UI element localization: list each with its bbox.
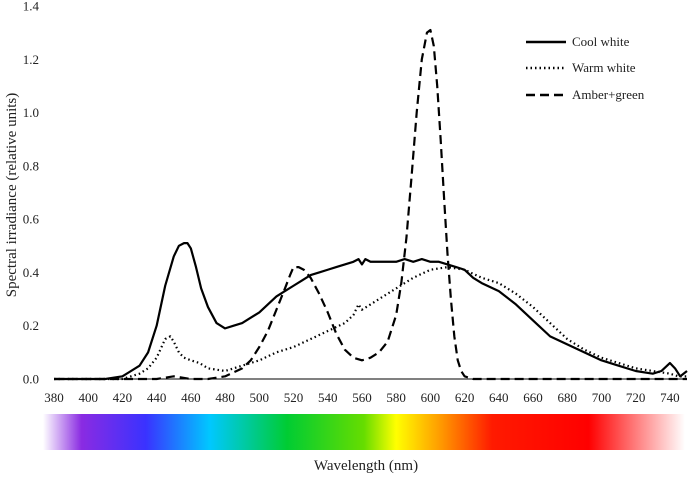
x-tick-label: 600 [421, 390, 441, 405]
x-tick-label: 580 [386, 390, 406, 405]
series-line-amber-green [54, 28, 687, 381]
series-line-cool-white [54, 242, 688, 381]
legend-label-warm-white: Warm white [572, 60, 636, 75]
x-tick-label: 640 [489, 390, 509, 405]
legend-label-cool-white: Cool white [572, 34, 630, 49]
series-line-warm-white [54, 266, 687, 381]
y-axis-title: Spectral irradiance (relative units) [4, 93, 20, 298]
x-tick-label: 520 [284, 390, 304, 405]
x-tick-label: 380 [44, 390, 64, 405]
y-tick-label: 1.4 [23, 0, 40, 14]
x-tick-label: 660 [523, 390, 543, 405]
legend-label-amber-green: Amber+green [572, 87, 645, 102]
visible-spectrum-bar [43, 414, 685, 450]
x-tick-label: 540 [318, 390, 338, 405]
y-tick-label: 1.2 [23, 52, 39, 67]
y-tick-label: 0.4 [23, 265, 40, 280]
x-tick-label: 420 [113, 390, 133, 405]
legend: Cool white Warm white Amber+green [505, 25, 665, 115]
x-tick-label: 720 [626, 390, 646, 405]
y-tick-label: 0.8 [23, 158, 39, 173]
series-lines [54, 28, 688, 381]
x-tick-label: 620 [455, 390, 475, 405]
x-axis-title: Wavelength (nm) [314, 458, 418, 474]
x-tick-label: 460 [181, 390, 201, 405]
x-tick-label: 740 [660, 390, 680, 405]
x-tick-label: 400 [78, 390, 98, 405]
y-axis-tick-labels: 0.0 0.2 0.4 0.6 0.8 1.0 1.2 1.4 [23, 0, 40, 387]
x-tick-label: 500 [250, 390, 270, 405]
y-tick-label: 1.0 [23, 105, 39, 120]
x-tick-label: 680 [557, 390, 577, 405]
x-tick-label: 480 [215, 390, 235, 405]
y-tick-label: 0.6 [23, 212, 40, 227]
x-tick-label: 560 [352, 390, 372, 405]
x-axis-tick-labels: 380 400 420 440 460 480 500 520 540 560 580 600 620 6… [44, 390, 679, 405]
x-tick-label: 700 [592, 390, 612, 405]
legend-box [505, 25, 665, 115]
y-tick-label: 0.2 [23, 318, 39, 333]
x-tick-label: 440 [147, 390, 167, 405]
y-tick-label: 0.0 [23, 372, 39, 387]
